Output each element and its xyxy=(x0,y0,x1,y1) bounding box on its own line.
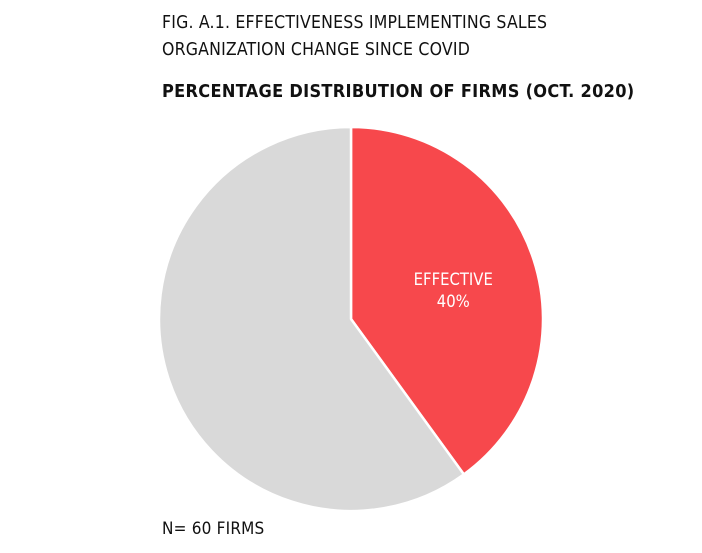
pie-slice-effective xyxy=(349,125,545,476)
pie-slice-other xyxy=(157,125,466,513)
figure-title: FIG. A.1. EFFECTIVENESS IMPLEMENTING SAL… xyxy=(162,10,682,64)
slice-label-value: 40% xyxy=(437,292,470,311)
chart-subtitle: PERCENTAGE DISTRIBUTION OF FIRMS (OCT. 2… xyxy=(162,81,635,102)
sample-size-note: N= 60 FIRMS xyxy=(162,519,265,539)
slice-label-name: EFFECTIVE xyxy=(414,270,493,289)
figure-title-line-1: FIG. A.1. EFFECTIVENESS IMPLEMENTING SAL… xyxy=(162,13,548,33)
figure-title-line-2: ORGANIZATION CHANGE SINCE COVID xyxy=(162,40,471,60)
